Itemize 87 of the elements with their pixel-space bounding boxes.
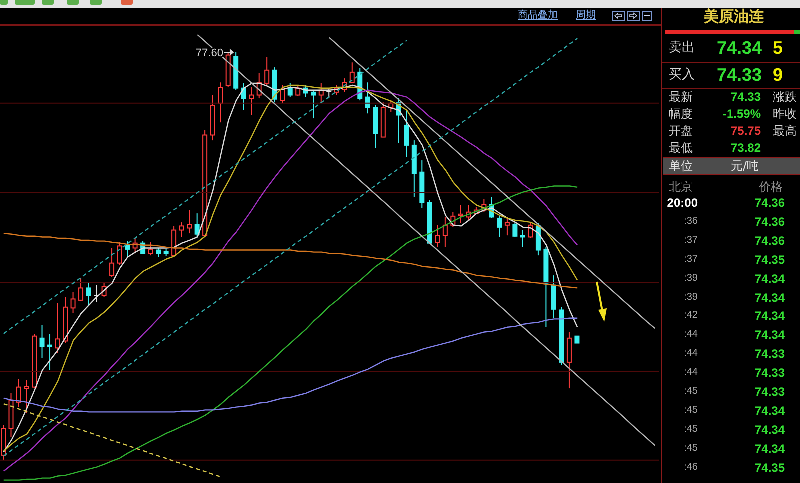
text: :45 bbox=[684, 404, 698, 416]
candlestick bbox=[78, 278, 84, 302]
text: :45 bbox=[684, 442, 698, 454]
candlestick bbox=[497, 215, 502, 238]
text: :44 bbox=[684, 348, 698, 360]
candlestick bbox=[326, 88, 332, 100]
text: :37 bbox=[684, 234, 698, 246]
text: 74.33 bbox=[730, 90, 761, 104]
text: 9 bbox=[773, 65, 784, 85]
candlestick bbox=[48, 334, 53, 371]
text: 卖出 bbox=[669, 40, 695, 56]
text: 幅度 bbox=[669, 107, 693, 121]
candlestick bbox=[187, 210, 192, 234]
text: :44 bbox=[684, 329, 698, 340]
candlestick bbox=[280, 84, 286, 104]
text: 最新 bbox=[669, 90, 693, 104]
text: 74.35 bbox=[754, 252, 785, 267]
candlestick bbox=[117, 242, 122, 266]
text: :37 bbox=[684, 254, 698, 265]
text: 75.75 bbox=[730, 124, 761, 138]
text: 74.34 bbox=[754, 328, 785, 342]
text: 元/吨 bbox=[731, 159, 760, 173]
text: 74.33 bbox=[716, 65, 762, 85]
text: 涨跌 bbox=[773, 90, 797, 104]
candlestick bbox=[148, 242, 154, 256]
text: 20:00 bbox=[667, 196, 698, 210]
text: 74.36 bbox=[754, 196, 785, 210]
text: 北京 bbox=[669, 180, 693, 194]
text: 74.34 bbox=[754, 442, 785, 456]
text: 周期 bbox=[576, 10, 596, 22]
text: :36 bbox=[684, 216, 698, 227]
text: 美原油连 bbox=[704, 10, 764, 26]
candlestick bbox=[249, 87, 254, 116]
candlestick bbox=[70, 292, 76, 314]
text: 74.34 bbox=[716, 38, 762, 58]
candlestick bbox=[520, 230, 526, 248]
candlestick bbox=[125, 240, 130, 258]
text: 74.33 bbox=[754, 385, 785, 399]
candlestick bbox=[86, 282, 92, 306]
candlestick bbox=[218, 82, 224, 124]
text: 73.82 bbox=[730, 141, 761, 155]
candlestick bbox=[365, 82, 370, 114]
candlestick bbox=[16, 378, 22, 408]
candlestick bbox=[504, 216, 510, 236]
candlestick bbox=[288, 82, 293, 98]
candlestick bbox=[512, 222, 518, 238]
candlestick bbox=[264, 56, 270, 86]
candlestick bbox=[110, 248, 115, 278]
text: 5 bbox=[773, 38, 784, 58]
text: -1.59% bbox=[722, 107, 761, 121]
text: 74.34 bbox=[754, 404, 785, 418]
candlestick bbox=[435, 224, 440, 248]
candlestick bbox=[40, 324, 45, 359]
text: 74.34 bbox=[754, 422, 785, 437]
text: :45 bbox=[684, 424, 698, 435]
text: 74.34 bbox=[754, 309, 785, 324]
text: 最高 bbox=[773, 124, 797, 138]
text: :45 bbox=[684, 386, 698, 397]
candlestick bbox=[194, 213, 200, 238]
candlestick bbox=[179, 222, 184, 238]
text: :44 bbox=[684, 367, 698, 378]
text: :46 bbox=[684, 462, 698, 473]
text: 商品叠加 bbox=[518, 10, 558, 22]
candlestick bbox=[404, 110, 410, 158]
text: 74.36 bbox=[754, 214, 785, 229]
text: 74.36 bbox=[754, 234, 785, 248]
text: 74.33 bbox=[754, 347, 785, 362]
text: 74.35 bbox=[754, 460, 785, 475]
candlestick bbox=[55, 302, 60, 354]
candlestick bbox=[458, 204, 464, 224]
candlestick bbox=[311, 90, 316, 120]
text: 价格 bbox=[759, 180, 783, 194]
text: 买入 bbox=[669, 68, 695, 82]
text: 昨收 bbox=[773, 107, 797, 121]
text: 开盘 bbox=[669, 124, 693, 138]
candlestick bbox=[350, 62, 355, 84]
text: 单位 bbox=[669, 159, 693, 173]
text: 74.34 bbox=[754, 272, 785, 286]
text: 74.33 bbox=[754, 366, 785, 380]
candlestick bbox=[296, 84, 301, 97]
candlestick bbox=[24, 380, 30, 414]
candlestick bbox=[442, 216, 448, 248]
text: :39 bbox=[684, 292, 698, 302]
text: 74.34 bbox=[754, 290, 785, 304]
text: :42 bbox=[684, 310, 698, 322]
text: :39 bbox=[684, 272, 698, 284]
text: 最低 bbox=[669, 141, 693, 155]
